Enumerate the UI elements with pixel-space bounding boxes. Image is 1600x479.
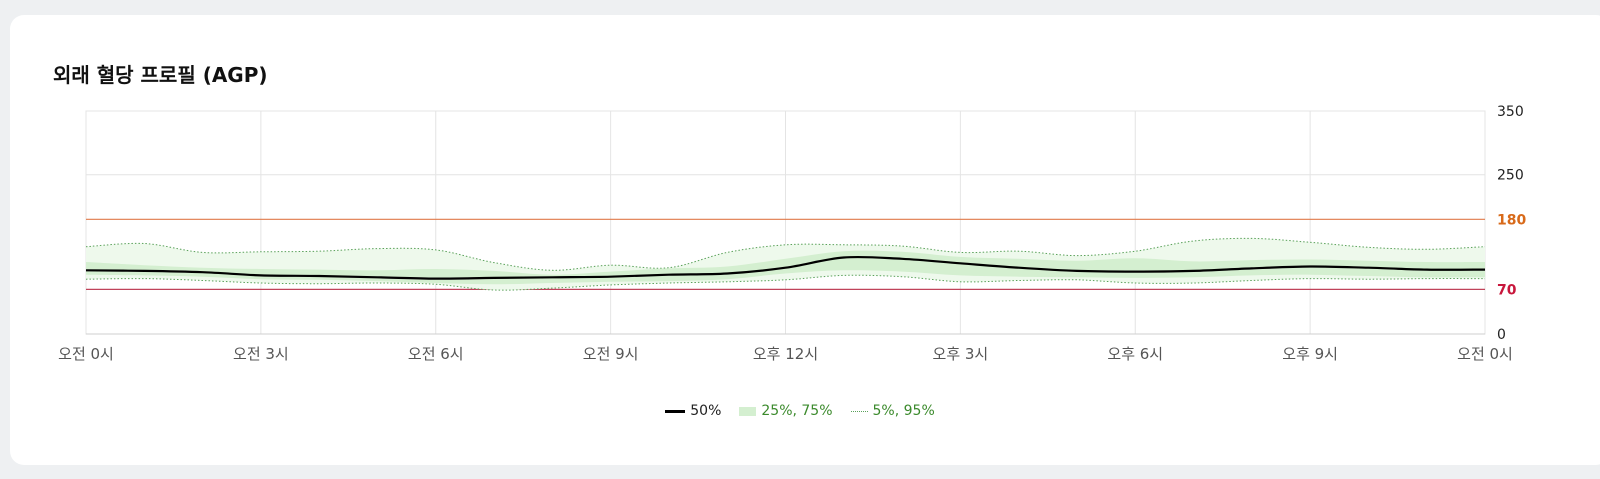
- y-tick-labels: 0 70 180 250 350: [1497, 104, 1526, 343]
- x-tick-labels: 오전 0시 오전 3시 오전 6시 오전 9시 오후 12시 오후 3시 오후 6시 오후 9…: [58, 345, 1513, 363]
- legend-item-outer[interactable]: 5%, 95%: [850, 403, 935, 419]
- legend: 50% 25%, 75% 5%, 95%: [10, 403, 1590, 419]
- agp-card: 외래 혈당 프로필 (AGP) 오전 0시 오전 3시 오전 6시 오전 9시 오후 1…: [10, 15, 1600, 465]
- target-lines: [86, 218, 1485, 290]
- x-tick-label: 오후 6시: [1107, 345, 1163, 363]
- x-tick-label: 오후 3시: [933, 345, 989, 363]
- legend-label-iqr: 25%, 75%: [761, 403, 833, 419]
- x-tick-label: 오전 0시: [58, 345, 114, 363]
- x-tick-label: 오후 12시: [753, 345, 818, 363]
- y-tick-label: 180: [1497, 212, 1526, 228]
- legend-swatch-median: [665, 409, 686, 413]
- outer-band-lower-line: [85, 274, 1486, 291]
- legend-label-median: 50%: [690, 403, 722, 419]
- y-tick-label: 250: [1497, 168, 1524, 184]
- y-tick-label: 0: [1497, 327, 1506, 343]
- x-tick-label: 오후 9시: [1282, 345, 1338, 363]
- y-tick-label: 70: [1497, 282, 1517, 298]
- grid: [85, 110, 1486, 335]
- legend-item-median[interactable]: 50%: [665, 403, 721, 419]
- legend-swatch-outer: [850, 410, 868, 412]
- legend-swatch-iqr: [739, 406, 757, 416]
- x-tick-label: 오전 6시: [408, 345, 464, 363]
- legend-item-iqr[interactable]: 25%, 75%: [739, 403, 833, 419]
- median-line: [85, 255, 1486, 280]
- y-tick-label: 350: [1497, 104, 1524, 120]
- x-tick-label: 오전 0시: [1457, 345, 1513, 363]
- x-tick-label: 오전 9시: [583, 345, 639, 363]
- x-tick-label: 오전 3시: [233, 345, 289, 363]
- outer-band-upper-line: [85, 237, 1486, 271]
- chart-title: 외래 혈당 프로필 (AGP): [53, 63, 268, 87]
- legend-label-outer: 5%, 95%: [872, 403, 935, 419]
- agp-chart: 오전 0시 오전 3시 오전 6시 오전 9시 오후 12시 오후 3시 오후 6시 오후 9…: [58, 104, 1526, 363]
- median-line-group: [85, 255, 1486, 280]
